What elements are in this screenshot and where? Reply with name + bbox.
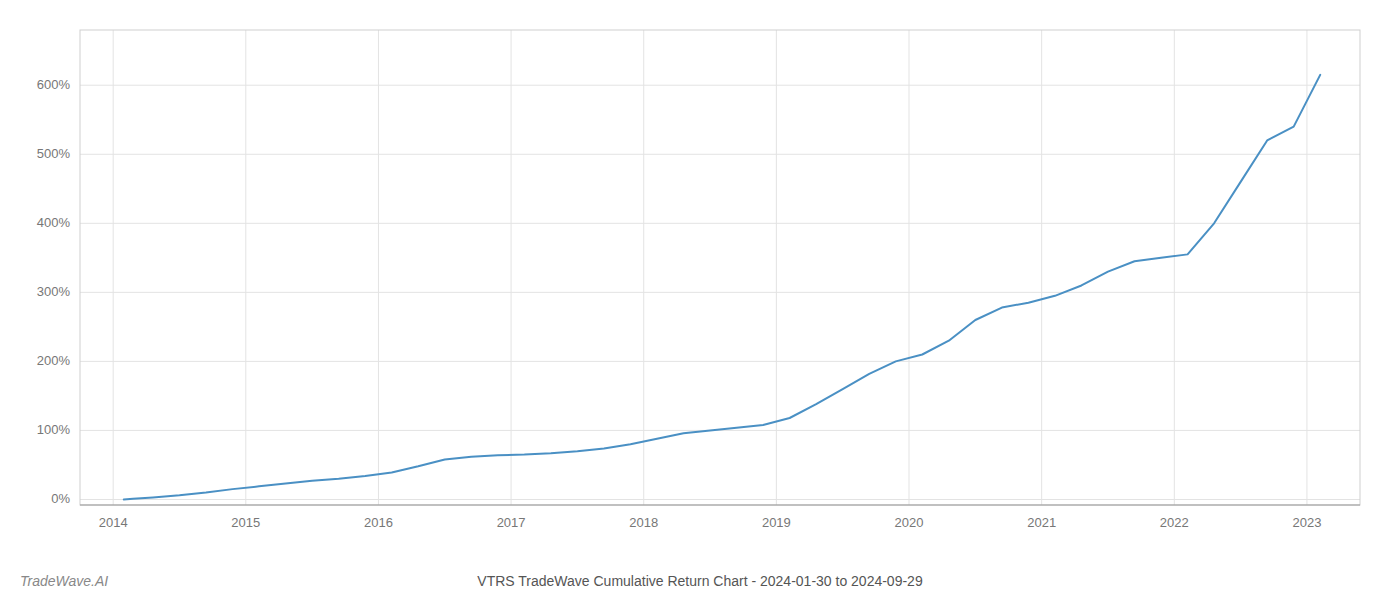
x-tick-label: 2014 (99, 515, 128, 530)
x-tick-label: 2020 (895, 515, 924, 530)
x-tick-label: 2018 (629, 515, 658, 530)
x-tick-label: 2021 (1027, 515, 1056, 530)
y-tick-label: 0% (51, 491, 70, 506)
x-grid-line (245, 30, 246, 505)
watermark: TradeWave.AI (20, 573, 108, 589)
y-tick-label: 600% (37, 77, 71, 92)
x-grid-line (776, 30, 777, 505)
chart: 0% 100% 200% 300% 400% 500% 600% 2014 2015 2016 20… (0, 0, 1400, 600)
y-tick-label: 500% (37, 146, 71, 161)
y-grid-line (80, 499, 1360, 500)
grid (80, 30, 1360, 505)
x-grid-line (511, 30, 512, 505)
y-grid-line (80, 85, 1360, 86)
y-tick-label: 200% (37, 353, 71, 368)
x-tick-label: 2023 (1292, 515, 1321, 530)
y-grid-line (80, 292, 1360, 293)
x-tick-label: 2015 (231, 515, 260, 530)
y-grid-line (80, 223, 1360, 224)
x-tick-label: 2016 (364, 515, 393, 530)
series-group (124, 75, 1320, 500)
y-tick-label: 300% (37, 284, 71, 299)
y-grid-line (80, 154, 1360, 155)
x-tick-label: 2019 (762, 515, 791, 530)
plot-frame (80, 30, 1360, 505)
line (124, 75, 1320, 500)
y-tick-label: 100% (37, 422, 71, 437)
x-grid-line (378, 30, 379, 505)
x-tick-label: 2017 (497, 515, 526, 530)
x-grid-line (113, 30, 114, 505)
x-grid-line (643, 30, 644, 505)
y-grid-line (80, 361, 1360, 362)
title: VTRS TradeWave Cumulative Return Chart -… (477, 573, 923, 589)
x-grid-line (909, 30, 910, 505)
x-grid-line (1174, 30, 1175, 505)
x-tick-label: 2022 (1160, 515, 1189, 530)
y-tick-label: 400% (37, 215, 71, 230)
x-grid-line (1041, 30, 1042, 505)
x-axis-line (80, 505, 1360, 506)
